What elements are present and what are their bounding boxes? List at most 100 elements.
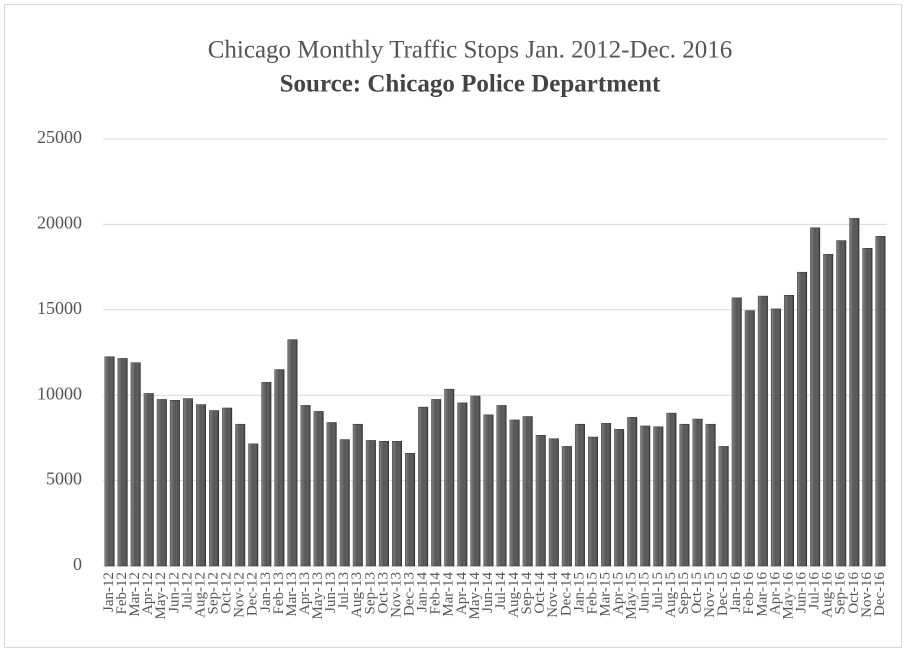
x-tick-label: Jul-16: [807, 572, 823, 610]
x-tick-label: Jun-13: [323, 572, 339, 613]
bar: [574, 423, 585, 567]
x-tick-label: Jan-12: [101, 572, 117, 612]
x-tick-label: Jul-13: [336, 572, 352, 610]
x-tick-label: May-15: [624, 572, 640, 620]
y-tick-label: 10000: [37, 383, 82, 403]
bar: [797, 271, 808, 567]
y-tick-label: 15000: [37, 298, 82, 318]
bar: [862, 248, 873, 567]
x-tick-label: May-13: [310, 572, 326, 620]
x-tick-label: Aug-13: [349, 572, 365, 618]
bar: [509, 419, 520, 567]
bar: [718, 446, 729, 567]
x-tick-label: Apr-16: [767, 572, 783, 616]
x-tick-label: Mar-15: [598, 572, 614, 617]
x-tick-label: Sep-14: [519, 572, 535, 615]
bar: [326, 422, 337, 567]
bar: [352, 423, 363, 567]
bar: [143, 393, 154, 567]
bar: [156, 399, 167, 567]
x-tick-label: May-16: [780, 572, 796, 620]
bar: [783, 294, 795, 567]
bar: [823, 253, 834, 567]
x-tick-label: Jan-14: [415, 572, 431, 612]
x-tick-label: Jan-16: [728, 572, 744, 612]
bar: [365, 440, 376, 567]
x-tick-label: Jun-14: [480, 572, 496, 613]
x-tick-label: Jul-14: [493, 572, 509, 610]
x-tick-label: Oct-14: [532, 572, 548, 614]
x-tick-label: Apr-14: [454, 572, 470, 616]
x-tick-label: Jun-15: [637, 572, 653, 613]
bar: [261, 382, 272, 567]
x-tick-label: Feb-16: [741, 572, 757, 615]
x-tick-label: Mar-14: [441, 572, 457, 617]
x-tick-label: Nov-12: [232, 572, 248, 618]
bar: [731, 297, 742, 567]
bar: [483, 414, 494, 567]
bar: [627, 417, 638, 567]
bar: [313, 411, 324, 567]
x-tick-label: Dec-15: [715, 572, 731, 616]
bar: [378, 441, 389, 567]
bar: [744, 310, 755, 567]
x-tick-label: Jul-15: [650, 572, 666, 610]
chart-title: Chicago Monthly Traffic Stops Jan. 2012-…: [208, 37, 733, 64]
bar: [757, 295, 768, 567]
x-tick-label: Dec-12: [245, 572, 261, 616]
x-tick-label: Sep-12: [206, 572, 222, 615]
bar: [666, 412, 677, 567]
y-tick-label: 0: [73, 554, 82, 574]
x-tick-label: Apr-12: [140, 572, 156, 615]
x-tick-label: Sep-15: [676, 572, 692, 615]
x-tick-label: Sep-13: [362, 572, 378, 615]
bar: [182, 398, 193, 567]
bar: [587, 436, 599, 567]
x-tick-label: Feb-12: [114, 572, 130, 615]
x-tick-label: Jun-12: [166, 572, 182, 613]
bar: [339, 439, 350, 567]
x-tick-label: Oct-12: [219, 572, 235, 614]
bar: [195, 404, 207, 567]
bar: [457, 402, 468, 567]
x-tick-label: Feb-14: [428, 572, 444, 615]
bar: [169, 400, 180, 567]
x-tick-label: Sep-16: [833, 572, 849, 615]
bar: [470, 395, 481, 567]
y-tick-label: 5000: [46, 469, 82, 489]
bar: [614, 429, 625, 567]
x-tick-label: Nov-15: [702, 572, 718, 618]
bar: [248, 443, 259, 567]
x-tick-label: Apr-13: [297, 572, 313, 615]
x-tick-label: Oct-16: [846, 572, 862, 614]
x-tick-label: Oct-13: [375, 572, 391, 614]
x-tick-label: Oct-15: [689, 572, 705, 614]
x-tick-label: Aug-12: [192, 572, 208, 618]
x-tick-label: Feb-15: [584, 572, 600, 615]
bar: [601, 423, 612, 567]
x-tick-label: Mar-13: [284, 572, 300, 617]
x-tick-label: May-12: [153, 572, 169, 620]
bar: [209, 410, 220, 567]
x-tick-label: May-14: [467, 572, 483, 620]
bar: [535, 435, 546, 567]
bar: [444, 388, 455, 567]
bar: [391, 441, 403, 567]
x-tick-label: Jul-12: [179, 572, 195, 610]
bar: [875, 236, 886, 567]
x-tick-label: Dec-16: [872, 572, 888, 617]
y-tick-label: 25000: [37, 127, 82, 147]
bar: [130, 362, 141, 567]
bar: [496, 405, 507, 567]
bar: [418, 406, 429, 567]
bar: [274, 369, 285, 567]
bar: [287, 339, 298, 567]
bar: [692, 418, 703, 567]
bar: [222, 407, 233, 567]
chart-subtitle: Source: Chicago Police Department: [280, 71, 661, 98]
bar: [561, 446, 572, 567]
x-tick-label: Apr-15: [611, 572, 627, 615]
y-tick-label: 20000: [37, 213, 82, 233]
bar: [300, 405, 311, 567]
bar: [548, 438, 559, 567]
